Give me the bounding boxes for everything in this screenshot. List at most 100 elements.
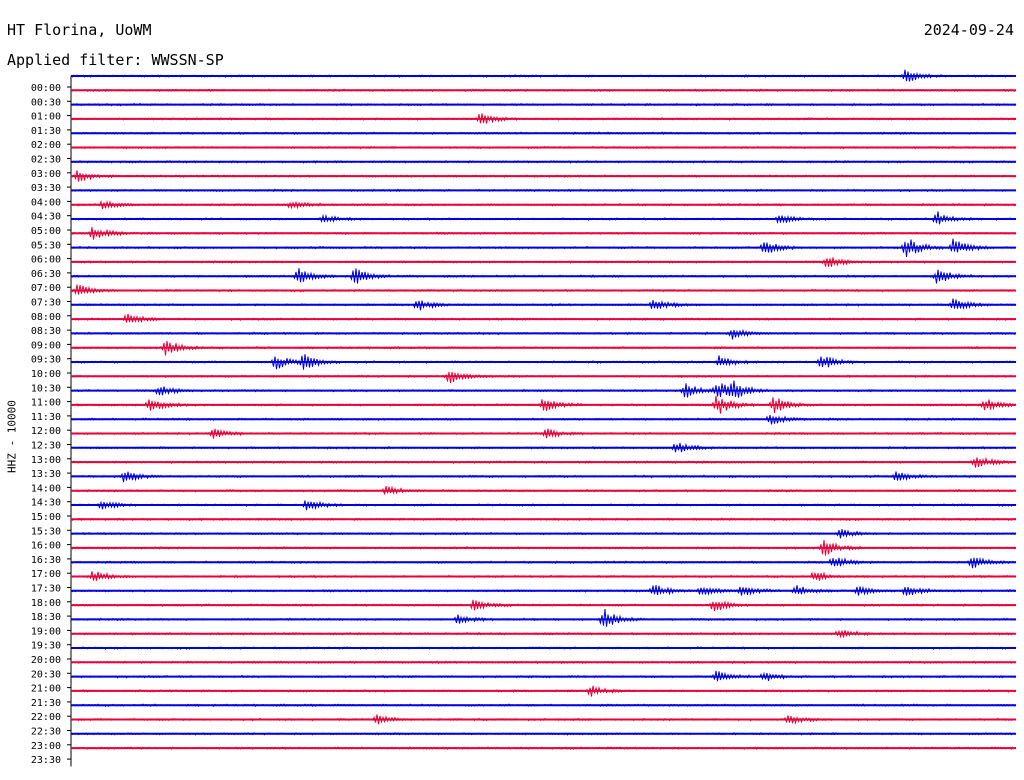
seismic-trace	[70, 414, 1017, 425]
row-time-label: 01:00	[31, 112, 61, 123]
seismic-trace	[70, 380, 1017, 398]
seismic-trace	[70, 211, 1017, 225]
row-time-label: 13:30	[31, 469, 61, 480]
seismic-trace	[70, 660, 1017, 665]
seismic-trace	[70, 517, 1017, 522]
row-time-label: 10:00	[31, 369, 61, 380]
seismic-trace	[70, 257, 1017, 267]
seismic-trace	[70, 609, 1017, 627]
row-time-label: 12:30	[31, 441, 61, 452]
row-time-label: 19:00	[31, 626, 61, 637]
seismic-trace	[70, 629, 1017, 639]
seismic-trace	[70, 485, 1017, 495]
seismic-trace	[70, 268, 1017, 284]
row-time-label: 09:30	[31, 355, 61, 366]
seismic-trace	[70, 703, 1017, 708]
row-time-label: 17:00	[31, 569, 61, 580]
row-time-label: 16:00	[31, 541, 61, 552]
row-time-label: 13:00	[31, 455, 61, 466]
row-time-label: 04:00	[31, 197, 61, 208]
row-time-label: 19:30	[31, 641, 61, 652]
seismic-trace	[70, 354, 1017, 370]
seismic-trace	[70, 731, 1017, 736]
row-time-label: 14:30	[31, 498, 61, 509]
row-time-label: 10:30	[31, 383, 61, 394]
seismic-trace	[70, 131, 1017, 136]
row-time-label: 20:30	[31, 669, 61, 680]
row-time-label: 06:00	[31, 255, 61, 266]
row-time-label: 21:00	[31, 684, 61, 695]
seismic-trace	[70, 113, 1017, 124]
seismic-trace	[70, 227, 1017, 240]
row-time-label: 05:00	[31, 226, 61, 237]
seismic-trace	[70, 170, 1017, 182]
row-time-label: 23:30	[31, 755, 61, 766]
seismic-trace	[70, 88, 1017, 93]
row-time-label: 12:00	[31, 426, 61, 437]
seismic-trace	[70, 102, 1017, 107]
row-time-label: 02:30	[31, 155, 61, 166]
date-label: 2024-09-24	[923, 21, 1014, 39]
row-time-label: 00:00	[31, 83, 61, 94]
row-time-label: 03:30	[31, 183, 61, 194]
seismic-trace	[70, 145, 1017, 150]
row-time-label: 16:30	[31, 555, 61, 566]
row-time-label: 07:00	[31, 283, 61, 294]
seismic-trace	[70, 456, 1017, 468]
row-time-label: 11:30	[31, 412, 61, 423]
seismic-trace	[70, 188, 1017, 193]
seismic-trace	[70, 313, 1017, 324]
seismic-trace	[70, 442, 1017, 453]
seismic-trace	[70, 371, 1017, 383]
row-time-label: 18:00	[31, 598, 61, 609]
filter-label: Applied filter: WWSSN-SP	[7, 51, 224, 69]
seismic-trace	[70, 428, 1017, 439]
seismic-trace	[70, 685, 1017, 697]
seismic-trace	[70, 200, 1017, 210]
seismic-trace	[70, 159, 1017, 164]
row-time-label: 11:00	[31, 398, 61, 409]
row-time-label: 03:00	[31, 169, 61, 180]
seismic-trace	[70, 585, 1017, 596]
row-time-label: 22:30	[31, 727, 61, 738]
row-time-label: 15:30	[31, 526, 61, 537]
seismic-trace	[70, 599, 1017, 612]
seismic-trace	[70, 69, 1017, 82]
row-time-label: 00:30	[31, 97, 61, 108]
row-time-label: 05:30	[31, 240, 61, 251]
row-time-label: 04:30	[31, 212, 61, 223]
row-time-label: 08:30	[31, 326, 61, 337]
seismic-trace	[70, 341, 1017, 356]
seismic-trace	[70, 540, 1017, 556]
row-time-label: 01:30	[31, 126, 61, 137]
seismic-trace	[70, 571, 1017, 581]
seismic-trace	[70, 500, 1017, 511]
seismic-trace	[70, 714, 1017, 725]
station-title: HT Florina, UoWM	[7, 21, 152, 39]
row-time-label: 15:00	[31, 512, 61, 523]
row-time-label: 14:00	[31, 483, 61, 494]
row-time-label: 07:30	[31, 298, 61, 309]
seismic-trace	[70, 557, 1017, 569]
seismic-trace	[70, 670, 1017, 682]
row-time-label: 18:30	[31, 612, 61, 623]
seismic-trace	[70, 395, 1017, 414]
row-time-label: 06:30	[31, 269, 61, 280]
seismic-trace	[70, 529, 1017, 539]
row-time-label: 02:00	[31, 140, 61, 151]
row-time-label: 09:00	[31, 340, 61, 351]
row-time-label: 23:00	[31, 741, 61, 752]
row-time-label: 20:00	[31, 655, 61, 666]
row-time-label: 17:30	[31, 584, 61, 595]
seismic-trace	[70, 238, 1017, 258]
seismic-trace	[70, 328, 1017, 340]
seismic-trace	[70, 471, 1017, 483]
seismic-trace	[70, 298, 1017, 311]
row-time-label: 22:00	[31, 712, 61, 723]
seismic-trace	[70, 284, 1017, 296]
row-time-label: 08:00	[31, 312, 61, 323]
row-time-label: 21:30	[31, 698, 61, 709]
seismic-trace	[70, 646, 1017, 650]
seismic-trace	[70, 746, 1017, 751]
